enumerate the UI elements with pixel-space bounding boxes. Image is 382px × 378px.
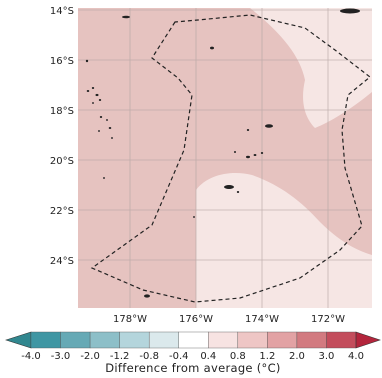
longitude-labels: 178°W 176°W 174°W 172°W [113,314,345,325]
colorbar-tick-label: 3.0 [319,351,335,362]
colorbar-tick-label: 2.0 [289,351,305,362]
colorbar-segments [30,331,357,349]
colorbar-tick-label: 0.8 [230,351,246,362]
colorbar-segment [296,331,327,349]
lat-label: 24°S [50,256,74,267]
colorbar-segment [208,331,239,349]
colorbar-over-arrow [355,331,381,349]
lat-label: 22°S [50,206,74,217]
lat-label: 16°S [50,56,74,67]
colorbar-segment [60,331,91,349]
colorbar-tick-label: -1.2 [110,351,130,362]
lat-label: 18°S [50,106,74,117]
colorbar-segment [326,331,357,349]
colorbar-tick-label: -4.0 [21,351,41,362]
lon-label: 176°W [179,314,213,325]
colorbar: -4.0 -3.0 -2.0 -1.2 -0.8 -0.4 0.4 0.8 1.2 2.0 3.0 4… [5,331,381,375]
colorbar-tick-label: 1.2 [259,351,275,362]
colorbar-segment [178,331,209,349]
colorbar-tick-label: -3.0 [51,351,71,362]
colorbar-ticks: -4.0 -3.0 -2.0 -1.2 -0.8 -0.4 0.4 0.8 1.2 2.0 3.0 4… [21,351,364,362]
lon-label: 178°W [113,314,147,325]
colorbar-segment [237,331,268,349]
lon-label: 174°W [245,314,279,325]
colorbar-tick-label: -2.0 [80,351,100,362]
graticule [78,8,372,308]
colorbar-under-arrow [5,331,32,349]
colorbar-tick-label: -0.4 [169,351,189,362]
anomaly-region-light-north [250,8,372,128]
colorbar-label: Difference from average (°C) [105,361,280,375]
colorbar-segment [30,331,61,349]
lat-label: 20°S [50,156,74,167]
colorbar-segment [119,331,150,349]
lat-label: 14°S [50,6,74,17]
lon-label: 172°W [311,314,345,325]
islands [85,8,360,298]
colorbar-tick-label: 0.4 [200,351,216,362]
colorbar-segment [89,331,120,349]
colorbar-tick-label: -0.8 [139,351,159,362]
latitude-labels: 14°S 16°S 18°S 20°S 22°S 24°S [50,6,74,267]
colorbar-tick-label: 4.0 [348,351,364,362]
colorbar-segment [148,331,179,349]
colorbar-segment [267,331,298,349]
map-area[interactable] [78,8,372,308]
